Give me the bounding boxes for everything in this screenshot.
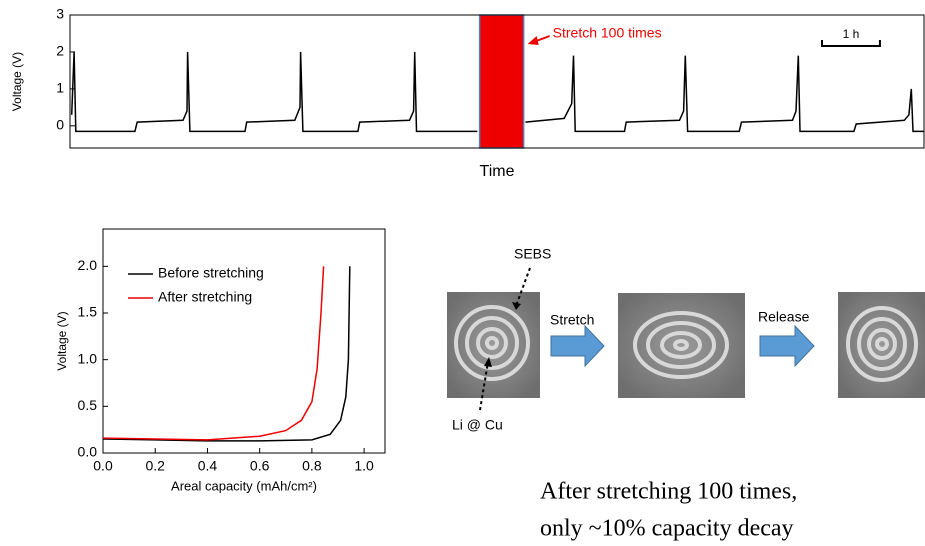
x-tick-label: 1.0: [354, 458, 374, 474]
step-label: Release: [758, 309, 810, 325]
x-tick-label: 0.0: [93, 458, 113, 474]
photo-label: SEBS: [514, 246, 551, 262]
capacity-line: [102, 266, 325, 441]
photo-before: [447, 292, 540, 398]
y-tick-label: 1: [56, 80, 64, 96]
stretch-region: [478, 14, 525, 149]
photo-label: Li @ Cu: [452, 417, 503, 433]
caption: After stretching 100 times,: [540, 479, 797, 505]
arrow: [550, 324, 605, 368]
x-tick-label: 0.2: [145, 458, 165, 474]
pointer-head: [484, 357, 492, 367]
legend-label: After stretching: [158, 289, 252, 305]
pointer: [515, 267, 531, 307]
y-tick-label: 2.0: [78, 257, 98, 273]
step-label: Stretch: [550, 312, 594, 328]
x-axis-label: Time: [480, 163, 515, 180]
y-tick-label: 2: [56, 43, 64, 59]
y-tick-label: 0.5: [78, 397, 98, 413]
y-tick-label: 3: [56, 6, 64, 22]
photo-stretched: [618, 293, 745, 398]
annotation-arrowhead: [527, 36, 539, 45]
y-tick-label: 1.0: [78, 350, 98, 366]
scale-bar: [821, 40, 881, 47]
y-tick-label: 0: [56, 117, 64, 133]
x-tick-label: 0.6: [250, 458, 270, 474]
x-tick-label: 0.8: [302, 458, 322, 474]
caption: only ~10% capacity decay: [540, 516, 794, 542]
scale-bar-label: 1 h: [843, 27, 860, 41]
pointer-head: [512, 302, 521, 310]
legend-label: Before stretching: [158, 265, 264, 281]
y-axis-label: Voltage (V): [55, 311, 69, 370]
capacity-line: [102, 266, 351, 442]
annotation: Stretch 100 times: [553, 25, 662, 41]
voltage-line: [70, 51, 924, 133]
plot-frame: [69, 14, 925, 149]
plot-frame: [102, 228, 386, 454]
arrow: [759, 324, 815, 368]
y-tick-label: 0.0: [78, 444, 98, 460]
pointer: [479, 361, 489, 411]
photo-released: [838, 292, 925, 398]
x-axis-label: Areal capacity (mAh/cm²): [171, 478, 317, 493]
y-tick-label: 1.5: [78, 304, 98, 320]
x-tick-label: 0.4: [198, 458, 218, 474]
y-axis-label: Voltage (V): [10, 52, 24, 111]
